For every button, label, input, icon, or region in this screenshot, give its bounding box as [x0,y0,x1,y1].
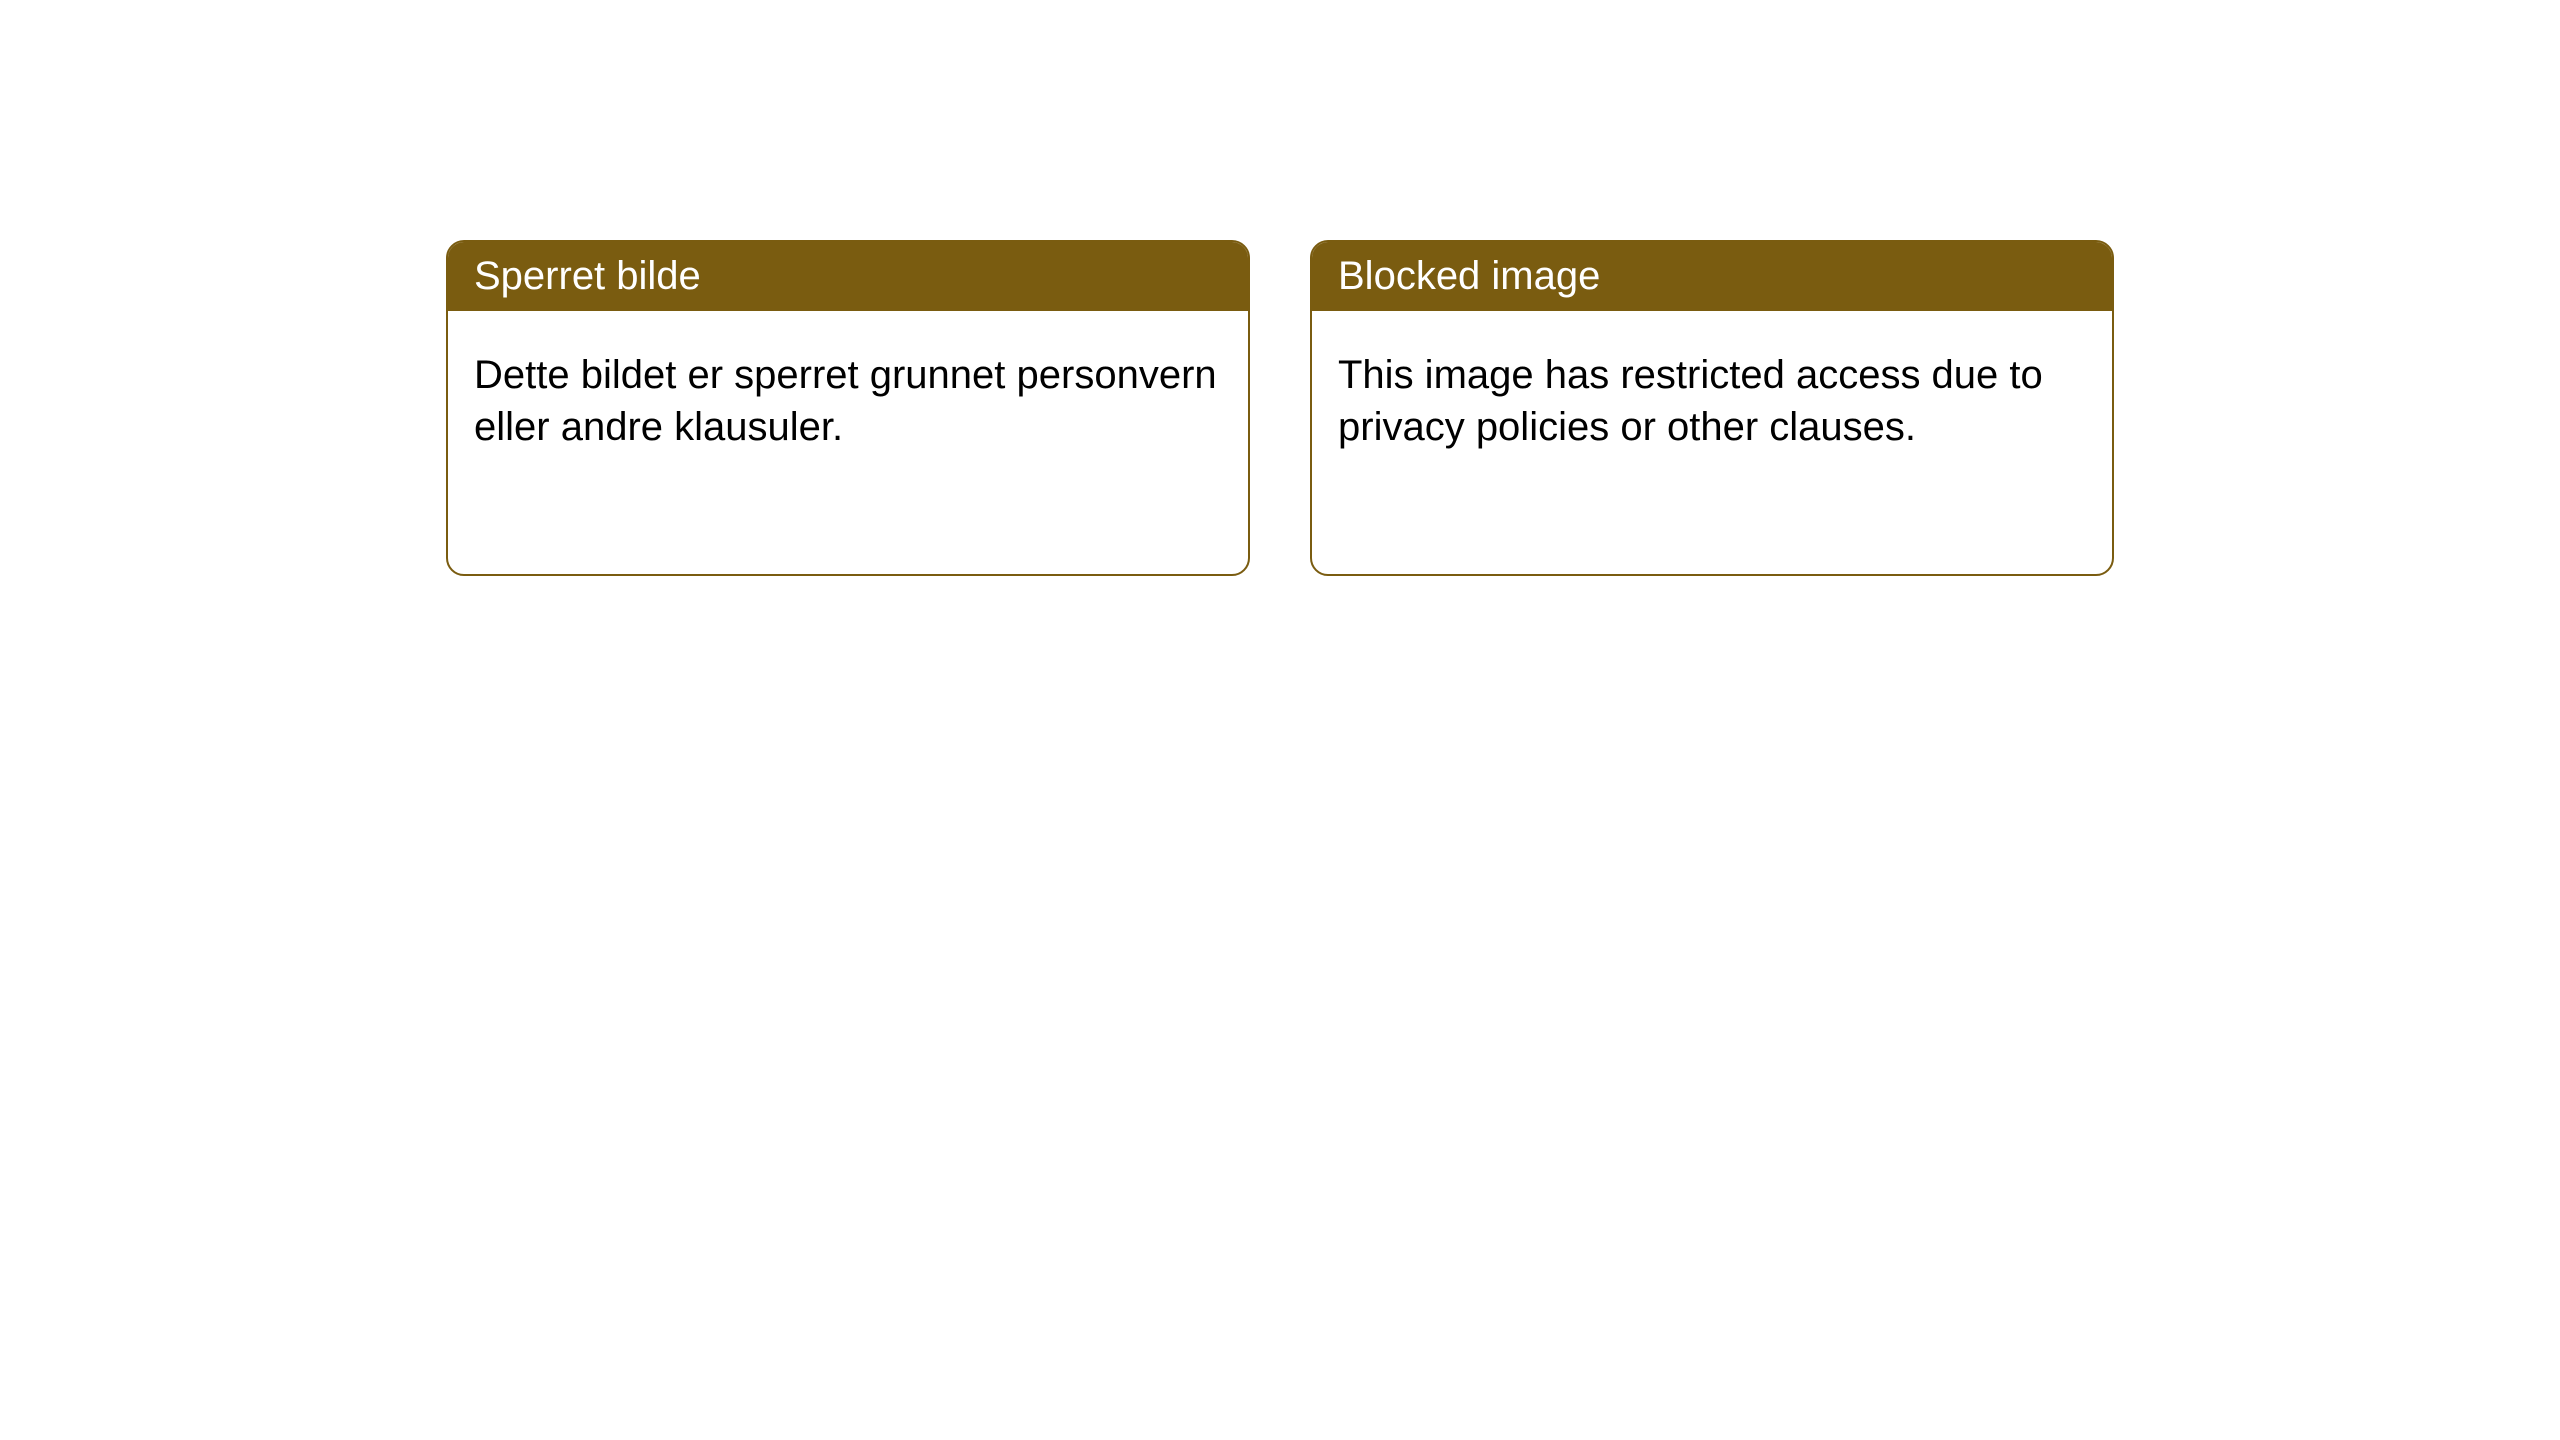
notice-header: Blocked image [1312,242,2112,311]
notice-header: Sperret bilde [448,242,1248,311]
notice-body-text: This image has restricted access due to … [1338,353,2043,449]
notice-title: Blocked image [1338,254,1600,298]
notice-container: Sperret bilde Dette bildet er sperret gr… [446,240,2114,576]
notice-body: This image has restricted access due to … [1312,311,2112,491]
notice-card-english: Blocked image This image has restricted … [1310,240,2114,576]
notice-card-norwegian: Sperret bilde Dette bildet er sperret gr… [446,240,1250,576]
notice-body-text: Dette bildet er sperret grunnet personve… [474,353,1217,449]
notice-body: Dette bildet er sperret grunnet personve… [448,311,1248,491]
notice-title: Sperret bilde [474,254,701,298]
